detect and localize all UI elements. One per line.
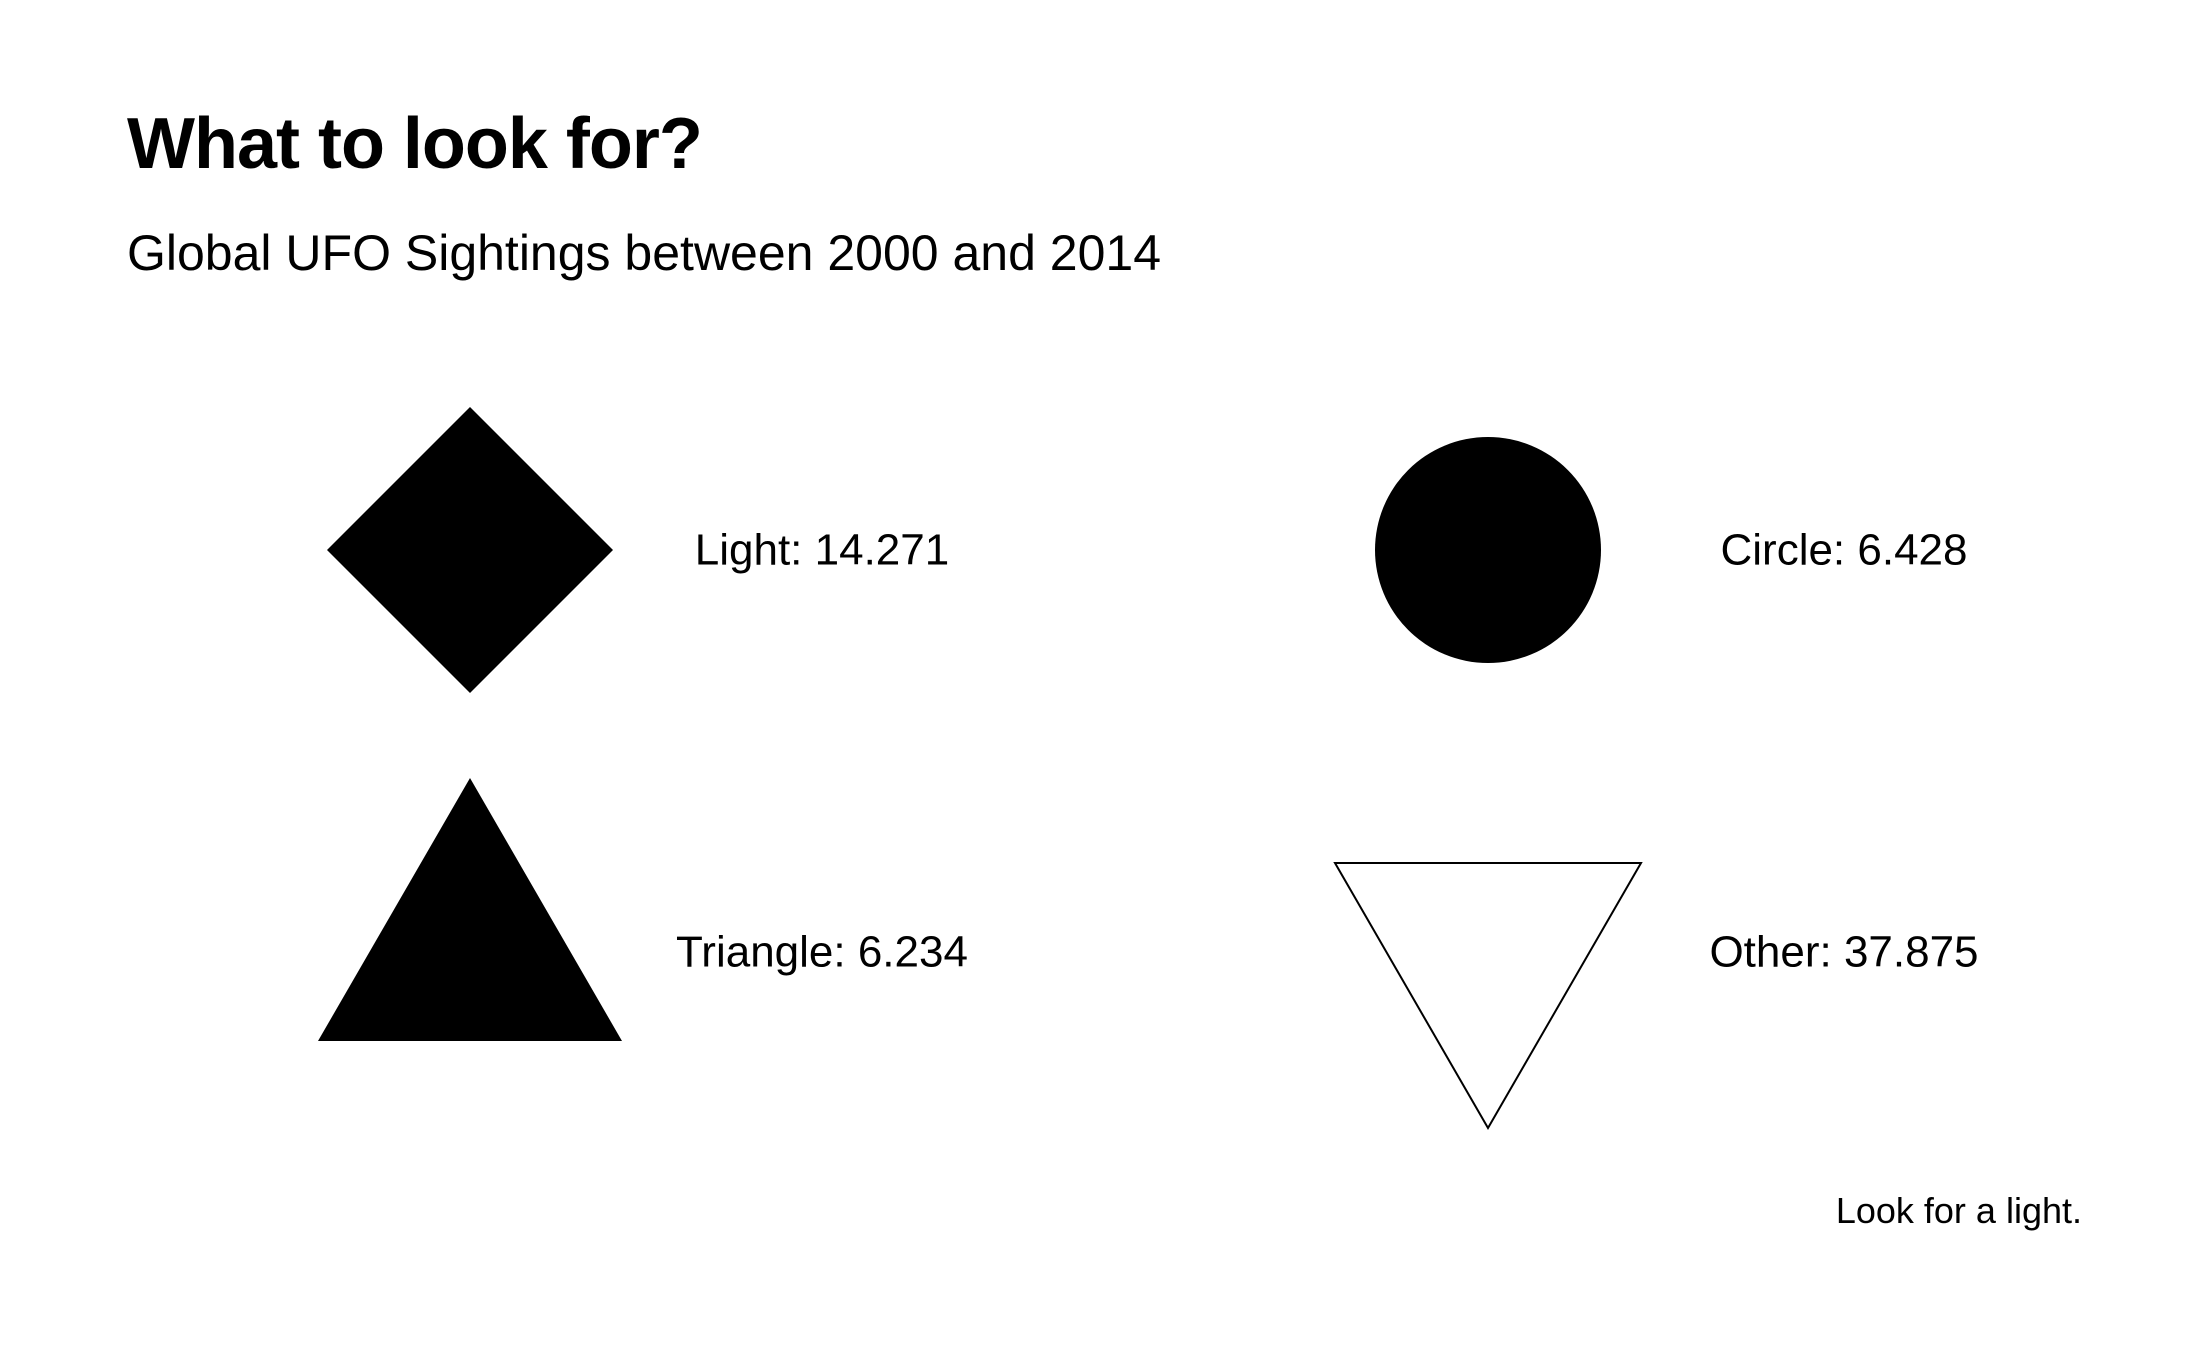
other-shape-icon [1333,862,1643,1130]
circle-shape-icon [1375,437,1601,663]
light-label: Light: 14.271 [695,526,949,575]
page-subtitle: Global UFO Sightings between 2000 and 20… [127,225,1162,281]
chart-caption: Look for a light. [1835,1190,2082,1231]
triangle-shape-icon [318,778,622,1041]
triangle-label: Triangle: 6.234 [676,928,968,977]
light-shape-icon [327,407,613,693]
other-label: Other: 37.875 [1709,928,1978,977]
circle-label: Circle: 6.428 [1720,526,1967,575]
page-title: What to look for? [127,104,703,184]
